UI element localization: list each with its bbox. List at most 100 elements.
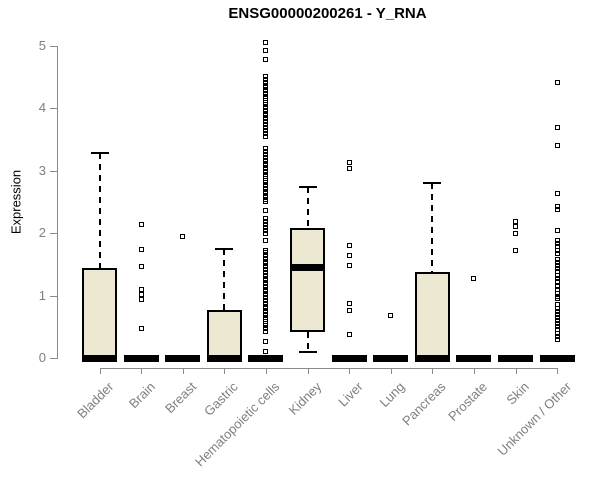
outlier-point	[346, 308, 352, 313]
outlier-point	[554, 237, 560, 243]
outlier-point	[263, 163, 269, 169]
outlier-point	[513, 218, 518, 224]
outlier-point	[138, 246, 144, 252]
outlier-point	[263, 73, 269, 79]
x-tick	[349, 368, 351, 374]
outlier-point	[554, 337, 560, 343]
outlier-point	[263, 48, 269, 54]
median-line	[206, 354, 242, 362]
outlier-point	[263, 157, 269, 163]
box-iqr	[290, 228, 325, 333]
outlier-point	[346, 160, 352, 166]
outlier-point	[346, 243, 352, 249]
outlier-point	[263, 90, 269, 96]
outlier-point	[263, 133, 269, 139]
outlier-point	[138, 297, 144, 303]
outlier-point	[554, 295, 560, 301]
box-iqr	[206, 309, 242, 358]
x-tick-label: Brain	[125, 379, 158, 412]
y-tick	[50, 233, 57, 235]
outlier-point	[346, 300, 352, 306]
y-tick-label: 1	[38, 287, 46, 303]
outlier-point	[263, 338, 269, 344]
outlier-point	[263, 113, 269, 119]
outlier-point	[138, 287, 144, 293]
x-tick-label: Unknown / Other	[494, 379, 574, 459]
outlier-point	[263, 272, 269, 278]
outlier-point	[138, 292, 144, 298]
outlier-point	[263, 328, 269, 334]
median-line	[414, 354, 450, 362]
outlier-point	[554, 278, 560, 284]
outlier-point	[554, 311, 560, 317]
zero-bar	[373, 354, 409, 362]
outlier-point	[554, 308, 560, 314]
outlier-point	[554, 190, 560, 196]
zero-bar	[248, 354, 284, 362]
outlier-point	[554, 275, 560, 281]
x-tick	[432, 368, 434, 374]
y-tick-label: 5	[38, 37, 46, 53]
outlier-point	[263, 221, 269, 227]
outlier-point	[263, 218, 269, 224]
outlier-point	[263, 85, 269, 91]
outlier-point	[263, 225, 269, 230]
outlier-point	[471, 275, 477, 281]
x-tick	[515, 368, 517, 374]
outlier-point	[554, 287, 560, 293]
y-tick	[50, 170, 57, 172]
upper-whisker-cap	[298, 185, 317, 188]
outlier-point	[263, 124, 269, 130]
outlier-point	[263, 57, 269, 62]
outlier-point	[263, 317, 269, 323]
outlier-point	[346, 165, 352, 171]
outlier-point	[554, 284, 560, 290]
y-tick-label: 3	[38, 162, 46, 178]
upper-whisker	[431, 183, 434, 272]
outlier-point	[263, 118, 269, 124]
outlier-point	[554, 240, 560, 246]
outlier-point	[263, 255, 269, 261]
outlier-point	[263, 289, 269, 295]
outlier-point	[554, 272, 560, 278]
outlier-point	[263, 198, 269, 204]
y-tick-label: 4	[38, 100, 46, 116]
outlier-point	[554, 330, 560, 336]
upper-whisker-cap	[423, 182, 442, 185]
outlier-point	[263, 349, 269, 355]
box-iqr	[414, 271, 450, 358]
lower-whisker	[306, 332, 309, 353]
outlier-point	[346, 331, 352, 337]
outlier-point	[513, 247, 518, 253]
outlier-point	[346, 252, 352, 258]
x-tick-label: Liver	[335, 379, 366, 410]
outlier-point	[263, 306, 269, 312]
zero-bar	[498, 354, 533, 362]
outlier-point	[263, 278, 269, 284]
outlier-point	[554, 206, 560, 212]
outlier-point	[263, 311, 269, 317]
outlier-point	[263, 151, 269, 157]
zero-bar	[539, 354, 575, 362]
outlier-point	[346, 263, 352, 269]
x-tick	[224, 368, 226, 374]
outlier-point	[554, 256, 560, 262]
outlier-point	[263, 168, 269, 174]
outlier-point	[263, 79, 269, 85]
x-tick-label: Gastric	[201, 379, 241, 419]
outlier-point	[554, 263, 560, 269]
outlier-point	[513, 230, 518, 236]
x-tick	[182, 368, 184, 374]
box-iqr	[82, 268, 117, 358]
outlier-point	[138, 221, 144, 227]
x-tick-label: Pancreas	[399, 379, 449, 429]
upper-whisker-cap	[90, 152, 109, 155]
zero-bar	[331, 354, 367, 362]
outlier-point	[263, 127, 269, 133]
outlier-point	[554, 79, 560, 85]
upper-whisker	[223, 249, 226, 310]
lower-whisker-cap	[298, 351, 317, 354]
x-tick-label: Breast	[162, 379, 200, 417]
x-axis-line	[99, 368, 559, 369]
chart-title: ENSG00000200261 - Y_RNA	[228, 5, 427, 22]
